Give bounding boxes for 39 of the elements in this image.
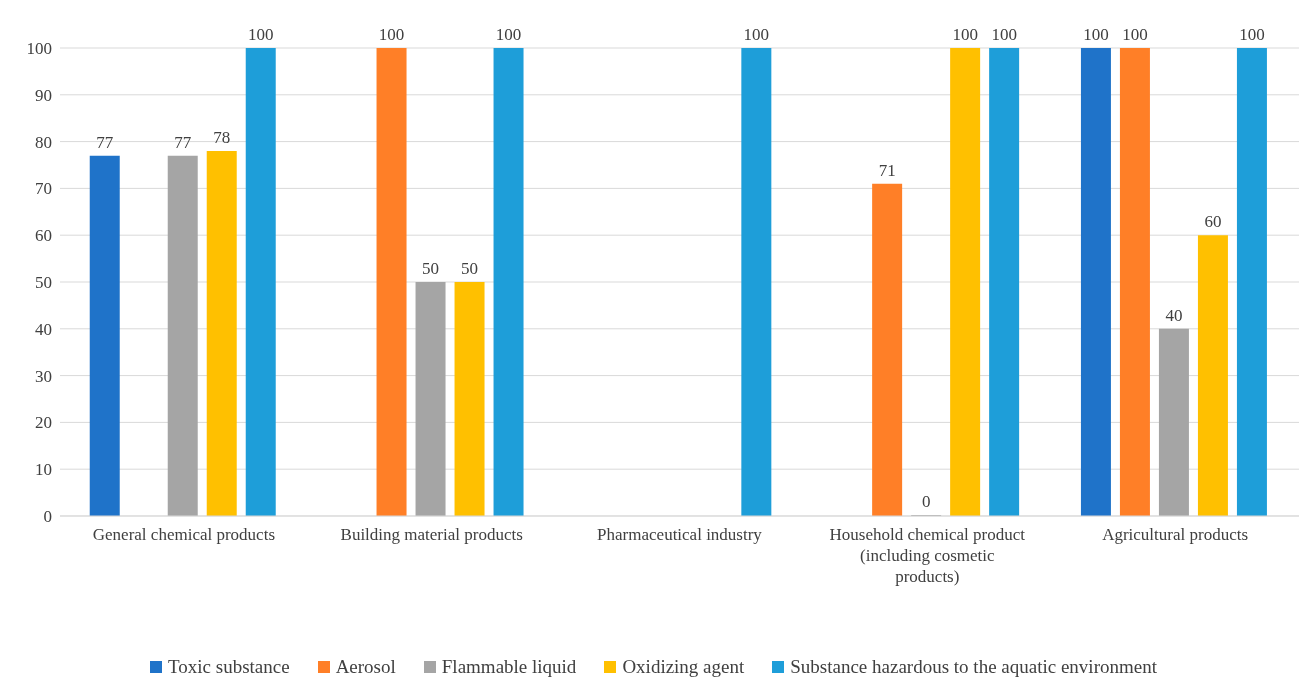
- y-tick-label: 30: [35, 366, 52, 386]
- y-tick-label: 40: [35, 319, 52, 339]
- data-label: 50: [461, 259, 479, 278]
- data-label: 77: [96, 132, 114, 152]
- x-tick-label: Household chemical product (including cosmetic products): [829, 525, 1026, 586]
- legend-label: Aerosol: [335, 656, 396, 678]
- y-tick-label: 70: [35, 179, 52, 199]
- y-tick-label: 50: [35, 273, 52, 293]
- data-label: 50: [422, 259, 440, 278]
- legend-label: Oxidizing agent: [622, 656, 745, 678]
- y-tick-label: 10: [35, 460, 52, 480]
- legend-label: Flammable liquid: [441, 656, 577, 678]
- data-label: 40: [1165, 305, 1183, 325]
- y-tick-label: 0: [43, 507, 52, 527]
- x-tick-label: Building material products: [340, 525, 523, 544]
- y-tick-label: 80: [35, 132, 52, 152]
- x-tick-label: General chemical products: [92, 525, 275, 544]
- data-label: 100: [247, 25, 274, 44]
- legend-label: Toxic substance: [168, 656, 290, 678]
- y-tick-label: 90: [35, 85, 52, 105]
- data-label: 100: [1239, 25, 1265, 44]
- data-label: 100: [1122, 25, 1148, 44]
- data-label: 60: [1204, 212, 1222, 232]
- x-tick-label: Agricultural products: [1102, 525, 1249, 544]
- data-label: 77: [174, 132, 192, 152]
- data-label: 0: [921, 492, 931, 511]
- data-label: 78: [213, 127, 231, 147]
- data-label: 71: [878, 160, 896, 180]
- y-tick-label: 100: [26, 39, 52, 59]
- legend-label: Substance hazardous to the aquatic environment: [790, 656, 1157, 678]
- data-label: 100: [378, 25, 405, 44]
- y-tick-label: 20: [35, 413, 52, 433]
- data-label: 100: [952, 25, 978, 44]
- y-tick-label: 60: [35, 226, 52, 246]
- data-label: 100: [743, 25, 770, 44]
- data-label: 100: [1083, 25, 1109, 44]
- x-tick-label: Pharmaceutical industry: [597, 525, 763, 544]
- data-label: 100: [991, 25, 1017, 44]
- data-label: 100: [495, 25, 522, 44]
